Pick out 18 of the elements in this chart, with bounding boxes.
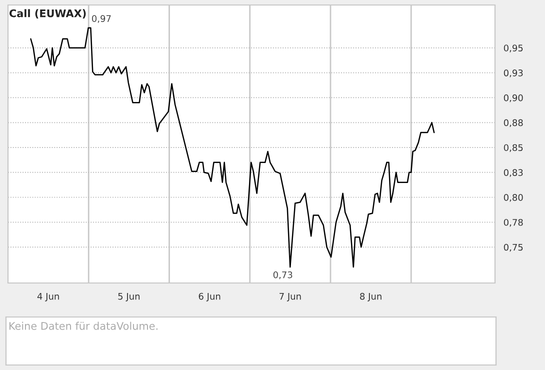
y-tick-label: 0,75 [504,244,523,252]
x-tick-label: 7 Jun [280,293,301,302]
x-tick-label: 8 Jun [360,292,382,302]
annotation: 0,97 [92,15,111,23]
y-tick-label: 0,78 [504,218,523,227]
y-tick-label: 0,80 [504,194,523,202]
y-tick-label: 0,90 [504,94,523,102]
chart-title: Call (EUWAX) [9,9,86,18]
annotation: 0,73 [273,271,292,280]
y-tick-label: 0,88 [504,119,523,128]
y-tick-label: 0,95 [504,44,523,52]
text: Keine Daten für dataVolume. [9,322,158,330]
x-tick-label: 4 Jun [37,293,59,302]
x-tick-label: 5 Jun [118,293,140,302]
y-tick-label: 0,85 [504,144,523,152]
y-tick-label: 0,83 [504,169,523,177]
y-tick-label: 0,93 [504,69,523,78]
x-tick-label: 6 Jun [198,292,220,302]
